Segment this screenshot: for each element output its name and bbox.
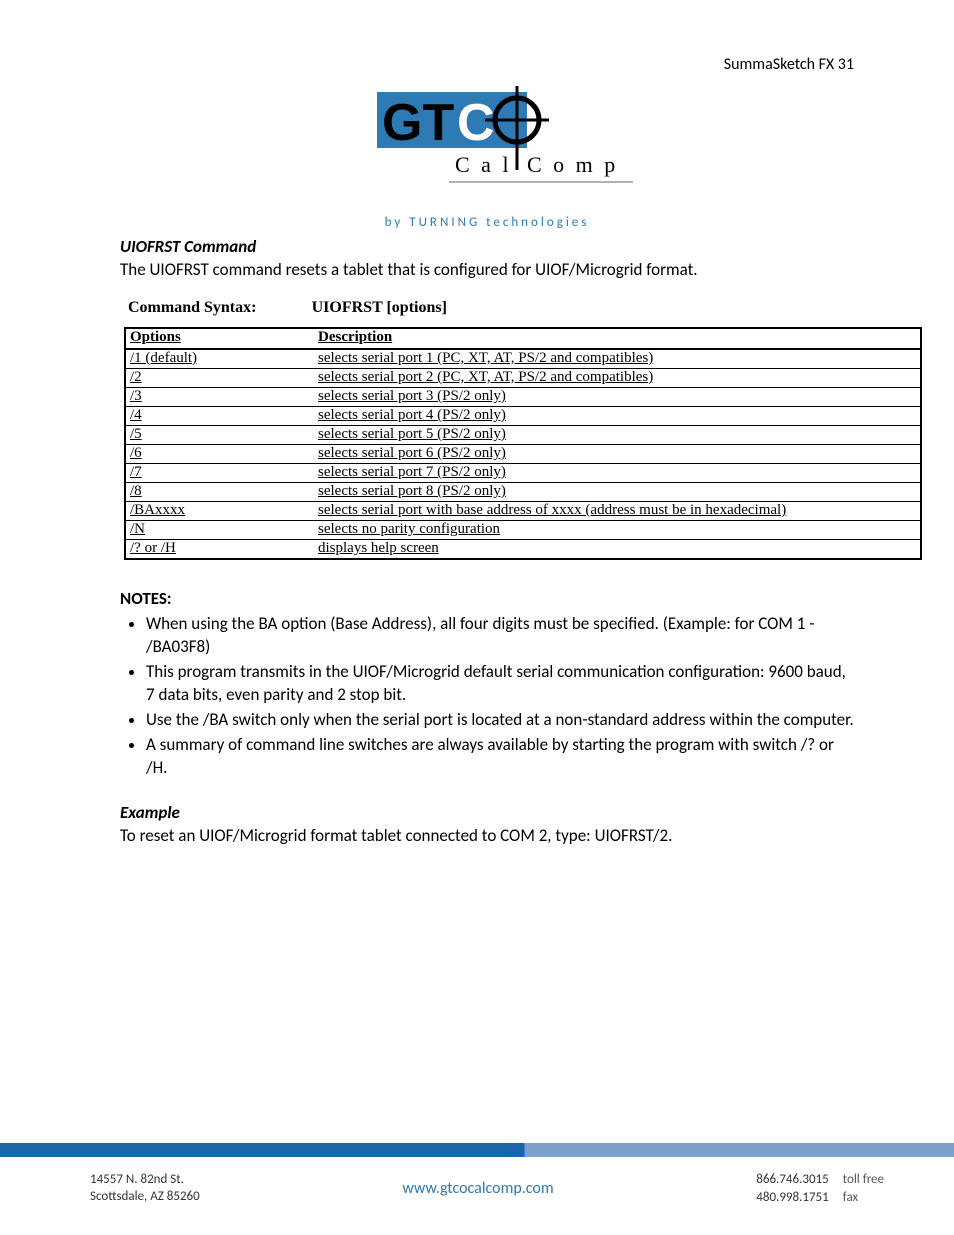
table-row: /8selects serial port 8 (PS/2 only) xyxy=(125,483,921,502)
section-heading: UIOFRST Command xyxy=(120,236,854,257)
option-cell: /N xyxy=(125,521,314,540)
svg-text:C o m p: C o m p xyxy=(527,152,618,177)
footer-phones: 866.746.3015 toll free 480.998.1751 fax xyxy=(756,1171,884,1207)
description-cell: selects serial port with base address of… xyxy=(314,502,921,521)
gtco-calcomp-logo: GT C C a l C o m p xyxy=(337,84,637,204)
description-cell: selects serial port 7 (PS/2 only) xyxy=(314,464,921,483)
notes-list: When using the BA option (Base Address),… xyxy=(146,613,854,780)
address-line1: 14557 N. 82nd St. xyxy=(90,1172,200,1189)
description-cell: displays help screen xyxy=(314,540,921,560)
logo-tagline: by TURNING technologies xyxy=(120,215,854,230)
option-cell: /8 xyxy=(125,483,314,502)
example-heading: Example xyxy=(120,802,854,823)
option-cell: /3 xyxy=(125,388,314,407)
table-row: /4selects serial port 4 (PS/2 only) xyxy=(125,407,921,426)
option-cell: /6 xyxy=(125,445,314,464)
svg-text:GT: GT xyxy=(382,94,454,152)
footer-address: 14557 N. 82nd St. Scottsdale, AZ 85260 xyxy=(90,1172,200,1206)
syntax-label: Command Syntax: xyxy=(128,299,308,317)
example-text: To reset an UIOF/Microgrid format tablet… xyxy=(120,825,854,846)
footer-url: www.gtcocalcomp.com xyxy=(402,1179,553,1198)
command-syntax-row: Command Syntax: UIOFRST [options] xyxy=(128,298,854,317)
option-cell: /7 xyxy=(125,464,314,483)
phone-fax: 480.998.1751 xyxy=(756,1189,828,1207)
table-row: /7selects serial port 7 (PS/2 only) xyxy=(125,464,921,483)
table-row: /5selects serial port 5 (PS/2 only) xyxy=(125,426,921,445)
note-item: This program transmits in the UIOF/Micro… xyxy=(146,661,854,707)
note-item: Use the /BA switch only when the serial … xyxy=(146,709,854,732)
description-cell: selects serial port 5 (PS/2 only) xyxy=(314,426,921,445)
description-cell: selects serial port 2 (PC, XT, AT, PS/2 … xyxy=(314,369,921,388)
page-footer: 14557 N. 82nd St. Scottsdale, AZ 85260 w… xyxy=(0,1143,954,1207)
description-cell: selects serial port 8 (PS/2 only) xyxy=(314,483,921,502)
description-cell: selects serial port 4 (PS/2 only) xyxy=(314,407,921,426)
table-row: /2selects serial port 2 (PC, XT, AT, PS/… xyxy=(125,369,921,388)
address-line2: Scottsdale, AZ 85260 xyxy=(90,1189,200,1206)
notes-heading: NOTES: xyxy=(120,588,854,609)
description-cell: selects serial port 3 (PS/2 only) xyxy=(314,388,921,407)
svg-text:C a l: C a l xyxy=(455,152,512,177)
footer-color-bar xyxy=(0,1143,954,1157)
option-cell: /5 xyxy=(125,426,314,445)
option-cell: /4 xyxy=(125,407,314,426)
table-row: /3selects serial port 3 (PS/2 only) xyxy=(125,388,921,407)
description-cell: selects serial port 6 (PS/2 only) xyxy=(314,445,921,464)
phone-tollfree-label: toll free xyxy=(843,1171,884,1189)
section-body: The UIOFRST command resets a tablet that… xyxy=(120,259,854,280)
option-cell: /2 xyxy=(125,369,314,388)
table-row: /BAxxxxselects serial port with base add… xyxy=(125,502,921,521)
logo-block: GT C C a l C o m p by TURNING technologi… xyxy=(120,84,854,230)
table-row: /? or /Hdisplays help screen xyxy=(125,540,921,560)
option-cell: /1 (default) xyxy=(125,349,314,369)
option-cell: /BAxxxx xyxy=(125,502,314,521)
note-item: A summary of command line switches are a… xyxy=(146,734,854,780)
table-row: /1 (default)selects serial port 1 (PC, X… xyxy=(125,349,921,369)
option-cell: /? or /H xyxy=(125,540,314,560)
table-header-description: Description xyxy=(314,328,921,349)
table-header-options: Options xyxy=(125,328,314,349)
options-table: Options Description /1 (default)selects … xyxy=(124,327,922,560)
phone-fax-label: fax xyxy=(843,1189,858,1207)
page-header-right: SummaSketch FX 31 xyxy=(120,55,854,74)
svg-text:C: C xyxy=(457,94,495,152)
syntax-value: UIOFRST [options] xyxy=(312,299,447,316)
table-row: /Nselects no parity configuration xyxy=(125,521,921,540)
description-cell: selects no parity configuration xyxy=(314,521,921,540)
description-cell: selects serial port 1 (PC, XT, AT, PS/2 … xyxy=(314,349,921,369)
phone-tollfree: 866.746.3015 xyxy=(756,1171,828,1189)
table-row: /6selects serial port 6 (PS/2 only) xyxy=(125,445,921,464)
note-item: When using the BA option (Base Address),… xyxy=(146,613,854,659)
